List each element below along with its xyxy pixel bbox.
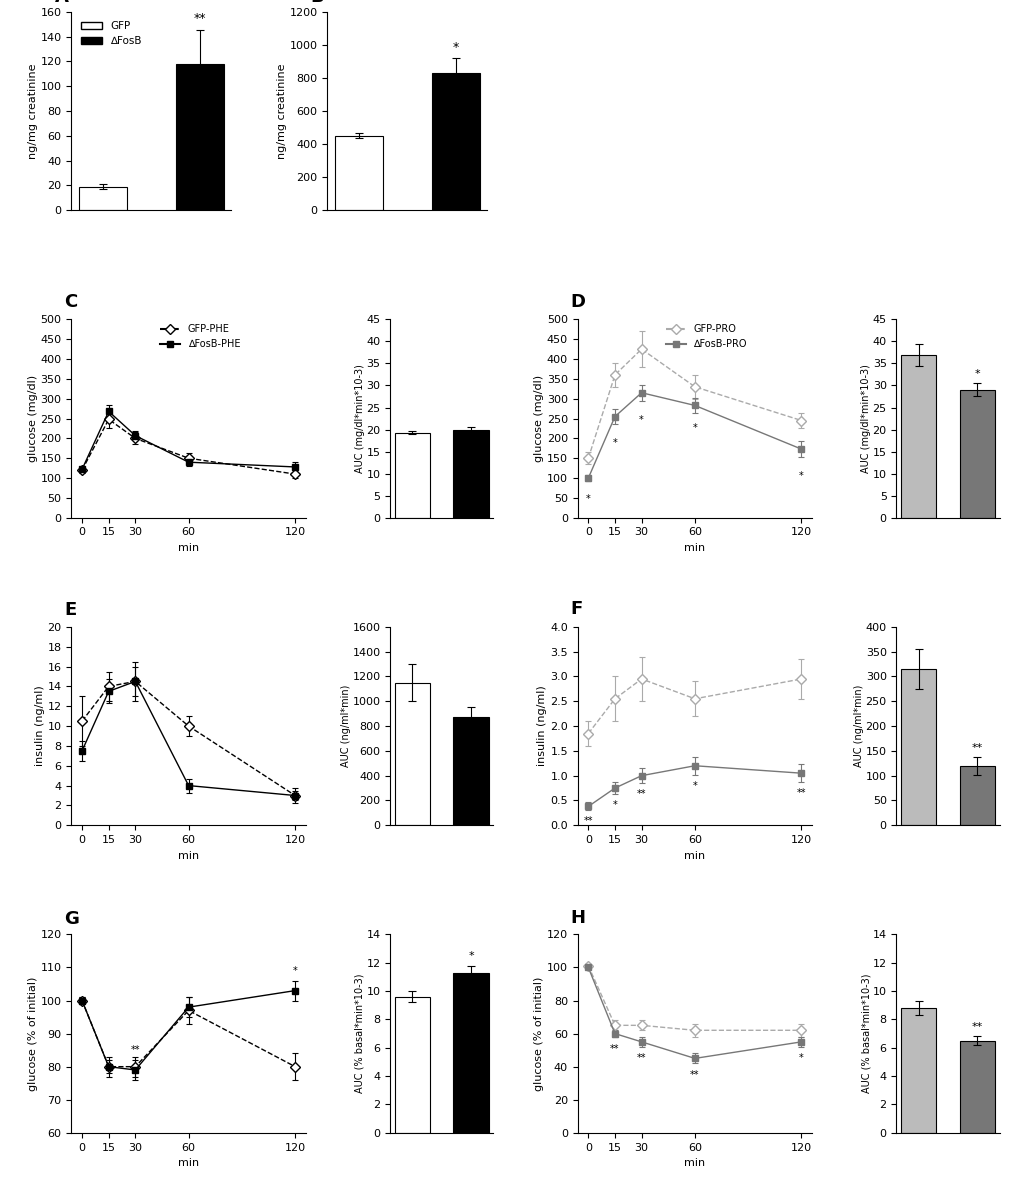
Text: **: ** <box>690 1070 699 1080</box>
Bar <box>175 64 224 210</box>
Text: A: A <box>54 0 68 6</box>
Bar <box>900 669 935 825</box>
Bar <box>394 433 430 518</box>
Text: **: ** <box>609 1043 620 1054</box>
Legend: GFP, ∆FosB: GFP, ∆FosB <box>76 17 146 51</box>
Bar <box>78 186 127 210</box>
Text: *: * <box>452 41 459 54</box>
Bar <box>431 73 480 210</box>
Text: C: C <box>64 294 77 312</box>
Y-axis label: insulin (ng/ml): insulin (ng/ml) <box>35 686 45 767</box>
Bar <box>900 355 935 518</box>
X-axis label: min: min <box>178 851 199 860</box>
Text: *: * <box>692 424 697 433</box>
Bar <box>394 683 430 825</box>
Text: B: B <box>310 0 324 6</box>
X-axis label: min: min <box>178 1158 199 1168</box>
Text: *: * <box>798 471 803 481</box>
Text: *: * <box>798 1054 803 1063</box>
Text: **: ** <box>636 1054 646 1063</box>
Text: **: ** <box>971 743 982 753</box>
Bar <box>959 1041 994 1133</box>
Text: *: * <box>639 414 643 425</box>
Text: *: * <box>973 369 979 379</box>
Bar <box>453 717 488 825</box>
Text: **: ** <box>130 1045 140 1055</box>
Text: **: ** <box>583 817 592 826</box>
Y-axis label: glucose (mg/dl): glucose (mg/dl) <box>534 375 543 463</box>
Bar <box>394 997 430 1133</box>
Bar <box>959 389 994 518</box>
Bar <box>959 766 994 825</box>
Y-axis label: glucose (% of initial): glucose (% of initial) <box>28 976 38 1090</box>
Y-axis label: ng/mg creatinine: ng/mg creatinine <box>28 64 38 159</box>
Text: **: ** <box>796 788 805 798</box>
Legend: GFP-PHE, ∆FosB-PHE: GFP-PHE, ∆FosB-PHE <box>156 320 244 353</box>
Text: G: G <box>64 911 79 929</box>
Bar <box>334 136 383 210</box>
Y-axis label: AUC (mg/dl*min*10-3): AUC (mg/dl*min*10-3) <box>860 365 870 473</box>
Bar <box>900 1008 935 1133</box>
Bar <box>453 972 488 1133</box>
Y-axis label: AUC (ng/ml*min): AUC (ng/ml*min) <box>340 684 351 767</box>
X-axis label: min: min <box>178 543 199 553</box>
Text: *: * <box>585 494 590 504</box>
Y-axis label: AUC (ng/ml*min): AUC (ng/ml*min) <box>853 684 863 767</box>
Text: D: D <box>570 294 585 312</box>
Text: F: F <box>570 601 582 618</box>
Y-axis label: glucose (% of initial): glucose (% of initial) <box>534 976 543 1090</box>
Text: H: H <box>570 909 585 926</box>
Y-axis label: AUC (% basal*min*10-3): AUC (% basal*min*10-3) <box>355 974 365 1094</box>
X-axis label: min: min <box>684 851 705 860</box>
Text: E: E <box>64 601 76 620</box>
Text: *: * <box>612 439 616 448</box>
Bar <box>453 431 488 518</box>
Text: *: * <box>612 800 616 809</box>
Legend: GFP-PRO, ∆FosB-PRO: GFP-PRO, ∆FosB-PRO <box>661 320 750 353</box>
Text: **: ** <box>194 13 206 26</box>
Text: **: ** <box>971 1022 982 1032</box>
X-axis label: min: min <box>684 543 705 553</box>
Text: *: * <box>292 965 298 976</box>
Text: *: * <box>468 951 474 962</box>
Y-axis label: ng/mg creatinine: ng/mg creatinine <box>276 64 286 159</box>
Y-axis label: insulin (ng/ml): insulin (ng/ml) <box>537 686 547 767</box>
Y-axis label: AUC (mg/dl*min*10-3): AUC (mg/dl*min*10-3) <box>355 365 365 473</box>
Text: **: ** <box>636 789 646 799</box>
Y-axis label: AUC (% basal*min*10-3): AUC (% basal*min*10-3) <box>860 974 870 1094</box>
Y-axis label: glucose (mg/dl): glucose (mg/dl) <box>28 375 38 463</box>
Text: *: * <box>692 781 697 791</box>
X-axis label: min: min <box>684 1158 705 1168</box>
